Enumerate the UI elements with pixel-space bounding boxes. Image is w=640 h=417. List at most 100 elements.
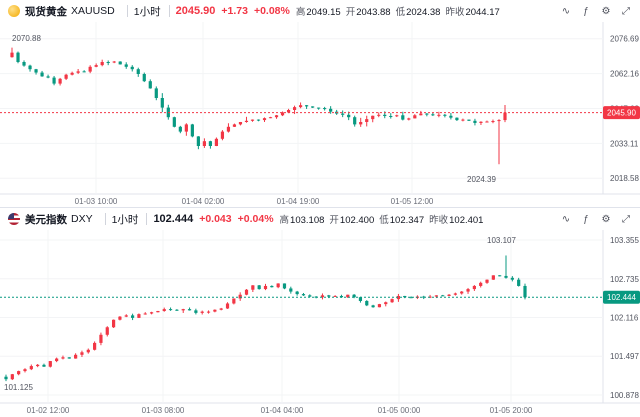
x-tick-label: 01-05 20:00: [490, 406, 533, 415]
candle-body: [390, 299, 394, 303]
candle-body: [428, 296, 432, 298]
x-tick-label: 01-03 08:00: [142, 406, 185, 415]
symbol-code[interactable]: XAUUSD: [71, 5, 115, 17]
divider: [126, 5, 128, 17]
candle-body: [461, 119, 465, 121]
candle-body: [58, 78, 62, 84]
x-tick-label: 01-03 10:00: [75, 197, 118, 206]
candle-body: [292, 107, 297, 110]
candle-body: [168, 309, 173, 311]
candle-body: [80, 352, 84, 355]
x-tick-label: 01-04 02:00: [182, 197, 225, 206]
price-change-percent: +0.08%: [253, 5, 290, 17]
candle-body: [479, 282, 483, 286]
candle-body: [124, 64, 128, 67]
price-change: +1.73: [221, 5, 248, 17]
symbol-name[interactable]: 美元指数: [25, 213, 67, 226]
candle-body: [329, 108, 333, 112]
open-value: 开2043.88: [345, 7, 391, 18]
symbol-code[interactable]: DXY: [71, 213, 93, 225]
interval-selector[interactable]: 1小时: [111, 213, 139, 226]
open-value: 开102.400: [329, 215, 375, 226]
compare-icon[interactable]: ∿: [561, 213, 571, 225]
candle-body: [295, 291, 299, 295]
candle-body: [365, 119, 369, 122]
candle-body: [407, 118, 411, 120]
current-price-tag-label: 2045.90: [607, 109, 636, 118]
current-price-tag: [603, 106, 640, 120]
settings-icon[interactable]: ⚙: [601, 213, 611, 225]
candle-body: [443, 114, 447, 116]
candle-body: [403, 295, 407, 298]
candle-body: [238, 294, 242, 299]
candle-body: [226, 126, 231, 132]
candle-body: [276, 283, 280, 288]
candle-body: [409, 297, 413, 299]
candle-body: [70, 72, 74, 75]
y-tick-label: 101.497: [610, 352, 639, 361]
y-tick-label: 2076.69: [610, 35, 639, 44]
gold-coin-icon: [8, 5, 20, 17]
candle-body: [213, 309, 217, 312]
last-price: 102.444: [153, 213, 194, 225]
candle-body: [93, 342, 97, 350]
candle-body: [29, 366, 33, 370]
divider: [146, 213, 148, 225]
fullscreen-icon[interactable]: ⤢: [622, 5, 630, 17]
candle-body: [341, 113, 345, 115]
candle-body: [208, 141, 213, 146]
candle-body: [74, 354, 78, 359]
candle-body: [142, 74, 146, 82]
candle-body: [365, 300, 369, 306]
candle-body: [190, 124, 194, 137]
candle-body: [358, 297, 363, 301]
candle-body: [257, 285, 261, 290]
candle-body: [371, 305, 375, 308]
indicator-icon[interactable]: ƒ: [583, 5, 589, 17]
candle-body: [46, 76, 50, 78]
candle-body: [200, 311, 204, 313]
gold-chart-panel: 现货黄金 XAUUSD 1小时 2045.90 +1.73 +0.08% 高20…: [0, 0, 640, 208]
compare-icon[interactable]: ∿: [561, 5, 571, 17]
candle-body: [238, 122, 243, 125]
candle-body: [473, 120, 477, 123]
candle-body: [34, 69, 38, 73]
low-value: 低102.347: [379, 215, 425, 226]
candle-body: [333, 295, 337, 297]
candle-body: [23, 369, 27, 372]
candle-body: [395, 115, 399, 117]
fullscreen-icon[interactable]: ⤢: [622, 213, 630, 225]
candle-body: [455, 117, 459, 121]
dxy-candlestick-chart[interactable]: 103.355 102.735 102.116 101.497 100.878 102.…: [0, 230, 640, 417]
candle-body: [308, 295, 312, 297]
x-tick-label: 01-04 19:00: [277, 197, 320, 206]
x-tick-label: 01-05 00:00: [378, 406, 421, 415]
candle-body: [453, 293, 457, 295]
interval-selector[interactable]: 1小时: [133, 5, 161, 18]
candle-body: [371, 115, 375, 120]
candle-body: [389, 116, 393, 117]
candle-body: [82, 71, 86, 73]
candle-body: [178, 126, 182, 132]
candle-body: [304, 105, 309, 107]
candle-body: [359, 122, 363, 125]
candle-body: [40, 72, 44, 77]
candle-body: [377, 114, 381, 116]
symbol-name[interactable]: 现货黄金: [25, 5, 67, 18]
candle-body: [154, 88, 158, 98]
candle-body: [149, 312, 154, 314]
candle-body: [270, 285, 274, 288]
candle-body: [396, 295, 401, 300]
candle-body: [206, 311, 211, 313]
candle-body: [485, 121, 489, 123]
candle-body: [434, 295, 438, 297]
settings-icon[interactable]: ⚙: [601, 5, 611, 17]
candle-body: [467, 119, 471, 121]
divider: [168, 5, 170, 17]
candle-body: [106, 62, 110, 63]
candle-body: [118, 316, 122, 320]
y-tick-label: 103.355: [610, 236, 639, 245]
indicator-icon[interactable]: ƒ: [583, 213, 589, 225]
y-tick-label: 102.116: [610, 313, 639, 322]
